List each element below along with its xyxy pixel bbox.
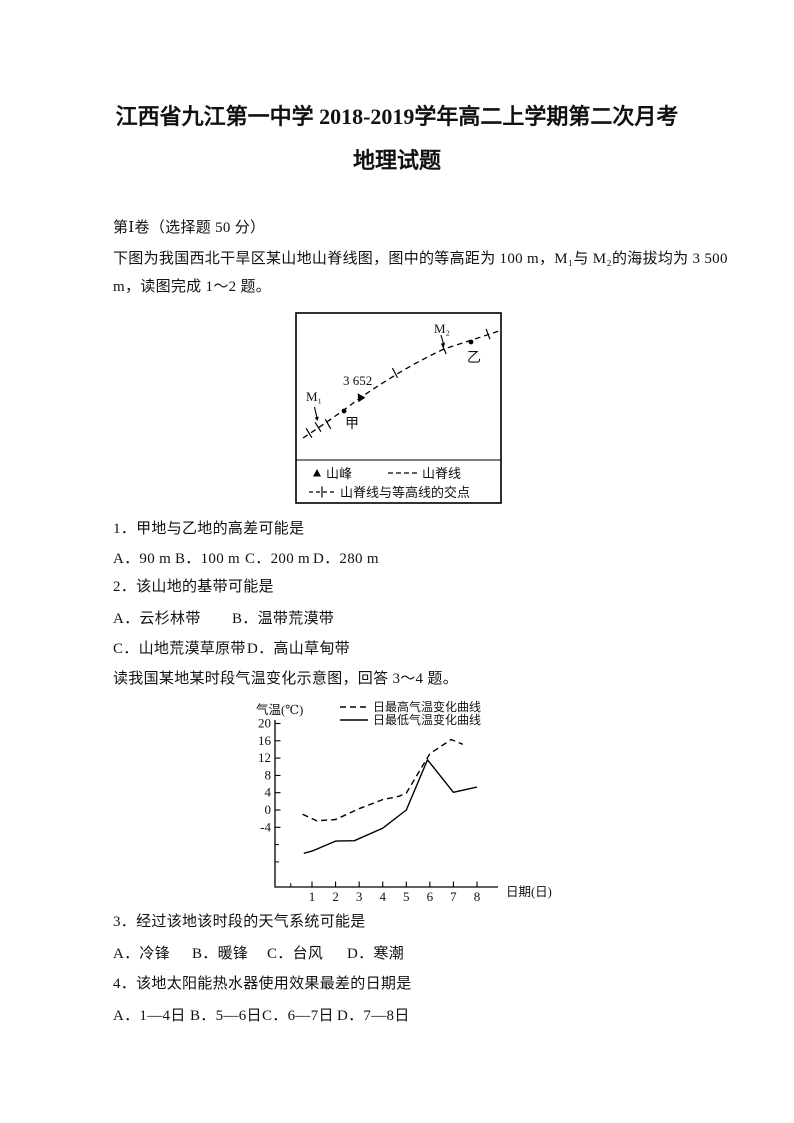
q3-option-d: D．寒潮 xyxy=(347,946,405,962)
y-tick-label: -4 xyxy=(260,819,271,834)
contour-cross xyxy=(391,367,399,379)
label-m2: M₂ xyxy=(434,321,450,336)
q1-option-d: D．280 m xyxy=(313,551,379,567)
label-yi: 乙 xyxy=(467,350,481,366)
y-tick-label: 12 xyxy=(258,750,271,765)
y-tick-label: 4 xyxy=(265,785,272,800)
question-4-text: 4．该地太阳能热水器使用效果最差的日期是 xyxy=(113,976,412,992)
x-axis-title: 日期(日) xyxy=(506,885,552,899)
x-tick-label: 5 xyxy=(403,889,410,904)
x-tick-label: 1 xyxy=(309,889,316,904)
legend-intersection-label: 山脊线与等高线的交点 xyxy=(340,485,470,500)
label-m1: M₁ xyxy=(306,389,322,404)
question-1-options: A．90 m B．100 m C．200 m D．280 m xyxy=(113,549,379,570)
x-tick-label: 6 xyxy=(427,889,434,904)
contour-cross xyxy=(324,418,332,430)
legend-min-label: 日最低气温变化曲线 xyxy=(373,712,481,727)
q4-option-c: C．6—7日 xyxy=(262,1008,334,1024)
q3-option-b: B．暖锋 xyxy=(192,946,249,962)
y-tick-label: 16 xyxy=(258,733,272,748)
contour-cross xyxy=(485,328,491,340)
m2-arrowhead-icon xyxy=(440,342,446,347)
section-header: 第Ⅰ卷（选择题 50 分） xyxy=(113,220,266,236)
question-2-options-row-1: A．云杉林带 B．温带荒漠带 xyxy=(113,609,334,630)
q2-option-b: B．温带荒漠带 xyxy=(232,611,335,627)
x-tick-label: 4 xyxy=(379,889,386,904)
contour-crosses xyxy=(305,328,491,438)
q3-option-a: A．冷锋 xyxy=(113,946,171,962)
y-tick-label: 0 xyxy=(265,802,272,817)
q3-option-c: C．台风 xyxy=(267,946,324,962)
question-4-options: A．1—4日 B．5—6日C．6—7日 D．7—8日 xyxy=(113,1006,410,1027)
intro-paragraph-line-2: m，读图完成 1～2 题。 xyxy=(113,279,272,295)
page-title-line-1: 江西省九江第一中学 2018-2019学年高二上学期第二次月考 xyxy=(115,104,679,129)
y-axis-title: 气温(℃) xyxy=(256,702,303,717)
page-title-line-2: 地理试题 xyxy=(352,148,441,173)
question-2-text: 2．该山地的基带可能是 xyxy=(113,579,274,595)
ridge-line-figure: M₁ M₂ 3 652 甲 乙 山峰 山脊线 山脊线与等高线的交点 xyxy=(295,312,502,504)
contour-cross xyxy=(314,422,322,432)
label-jia: 甲 xyxy=(345,417,359,432)
legend-peak-label: 山峰 xyxy=(326,466,352,481)
figure-frame xyxy=(295,312,502,504)
x-tick-label: 2 xyxy=(332,889,339,904)
contour-cross xyxy=(441,343,447,355)
max-temp-curve xyxy=(302,738,464,822)
question-2-options-row-2: C．山地荒漠草原带D．高山草甸带 xyxy=(113,639,350,660)
question-1-text: 1．甲地与乙地的高差可能是 xyxy=(113,521,305,537)
x-tick-label: 7 xyxy=(450,889,457,904)
point-jia-dot xyxy=(341,408,347,414)
q2-option-a: A．云杉林带 xyxy=(113,611,201,627)
mountain-peak-icon xyxy=(357,393,366,403)
x-tick-label: 3 xyxy=(356,889,363,904)
q4-option-a: A．1—4日 xyxy=(113,1008,186,1024)
legend-ridge-label: 山脊线 xyxy=(422,466,461,481)
q4-option-d: D．7—8日 xyxy=(337,1008,410,1024)
contour-cross xyxy=(305,428,313,438)
intro-paragraph-2: 读我国某地某时段气温变化示意图，回答 3～4 题。 xyxy=(113,671,459,687)
label-elevation: 3 652 xyxy=(343,373,372,388)
legend-peak-icon xyxy=(313,469,321,477)
question-3-text: 3．经过该地该时段的天气系统可能是 xyxy=(113,914,366,930)
m1-arrow xyxy=(313,406,318,418)
q2-option-d: D．高山草甸带 xyxy=(247,641,350,657)
chart-axes xyxy=(274,720,498,888)
y-tick-label: 20 xyxy=(258,716,271,731)
q4-option-b: B．5—6日 xyxy=(190,1008,262,1024)
point-yi-dot xyxy=(468,339,474,345)
intro-paragraph-line-1: 下图为我国西北干旱区某山地山脊线图，图中的等高距为 100 m，M₁与 M₂的海… xyxy=(113,251,728,267)
y-tick-label: 8 xyxy=(265,767,272,782)
q2-option-c: C．山地荒漠草原带 xyxy=(113,641,246,657)
legend-max-label: 日最高气温变化曲线 xyxy=(373,699,481,714)
m2-arrow xyxy=(440,334,444,344)
q1-option-a: A．90 m xyxy=(113,551,172,567)
q1-option-b: B．100 m xyxy=(175,551,241,567)
question-3-options: A．冷锋 B．暖锋 C．台风 D．寒潮 xyxy=(113,944,404,965)
min-temp-curve xyxy=(303,759,478,854)
m1-arrowhead-icon xyxy=(314,416,319,421)
q1-option-c: C．200 m xyxy=(245,551,311,567)
ridge-line xyxy=(302,330,500,439)
x-tick-label: 8 xyxy=(474,889,481,904)
